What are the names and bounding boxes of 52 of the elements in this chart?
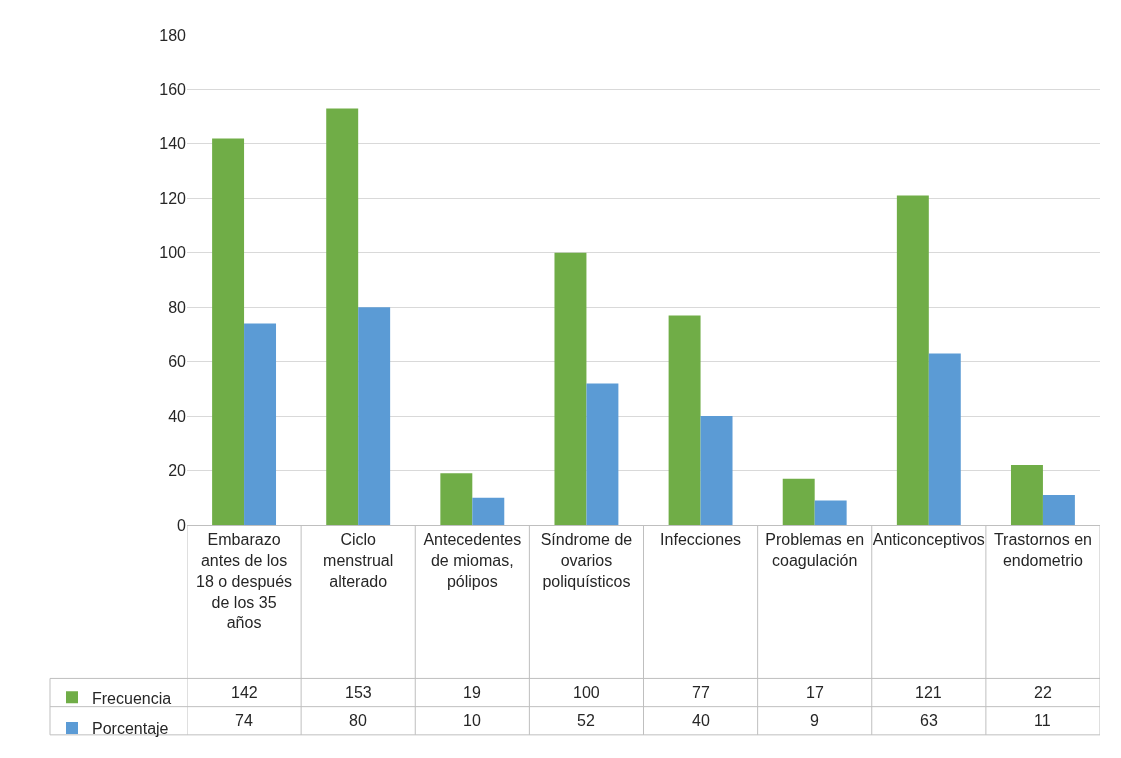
data-label: 17 [806, 684, 824, 701]
data-label: 10 [463, 712, 481, 729]
bar [212, 138, 245, 525]
data-label: 153 [345, 684, 372, 701]
bar [586, 383, 619, 525]
y-tick-label: 40 [168, 407, 187, 425]
y-tick-label: 120 [159, 189, 187, 207]
bar [814, 500, 847, 525]
x-tick-label: Anticonceptivos [872, 531, 985, 549]
data-label: 22 [1034, 684, 1052, 701]
data-label: 80 [349, 712, 367, 729]
y-tick-label: 20 [168, 462, 187, 480]
legend-label: Frecuencia [92, 689, 172, 707]
legend-label: Porcentaje [92, 720, 169, 738]
data-label: 100 [573, 684, 600, 701]
y-tick-label: 0 [177, 516, 187, 534]
bar [928, 353, 961, 525]
y-tick-label: 180 [159, 26, 187, 44]
bar [782, 478, 815, 525]
bar [358, 307, 391, 525]
data-label: 40 [692, 712, 710, 729]
x-tick-label: Embarazo antes de los 18 o después de los 35 años [196, 531, 293, 632]
data-label: 19 [463, 684, 481, 701]
data-label: 77 [692, 684, 710, 701]
bar [440, 473, 473, 525]
bar [896, 195, 929, 525]
y-tick-label: 80 [168, 298, 187, 316]
y-tick-label: 160 [159, 81, 187, 99]
x-tick-label: Trastornos en endometrio [993, 531, 1092, 569]
x-tick-label: Ciclo menstrual alterado [323, 531, 394, 590]
data-label: 9 [810, 712, 819, 729]
x-tick-label: Antecedentes de miomas, pólipos [423, 531, 522, 590]
y-tick-label: 100 [159, 244, 187, 262]
bar [700, 416, 733, 525]
bar [244, 323, 277, 525]
data-label: 11 [1034, 712, 1051, 729]
bar [1042, 495, 1075, 525]
data-label: 121 [915, 684, 942, 701]
x-tick-label: Problemas en coagulación [765, 531, 865, 569]
y-tick-label: 60 [168, 353, 187, 371]
bar [668, 315, 701, 525]
data-label: 142 [231, 684, 258, 701]
bar [472, 497, 505, 525]
y-tick-label: 140 [159, 135, 187, 153]
data-label: 52 [577, 712, 595, 729]
bar [326, 108, 359, 525]
data-label: 63 [920, 712, 938, 729]
x-tick-label: Síndrome de ovarios poliquísticos [540, 531, 633, 590]
bar [1010, 465, 1043, 525]
bar [554, 252, 587, 525]
data-label: 74 [235, 712, 253, 729]
x-tick-label: Infecciones [660, 531, 742, 549]
